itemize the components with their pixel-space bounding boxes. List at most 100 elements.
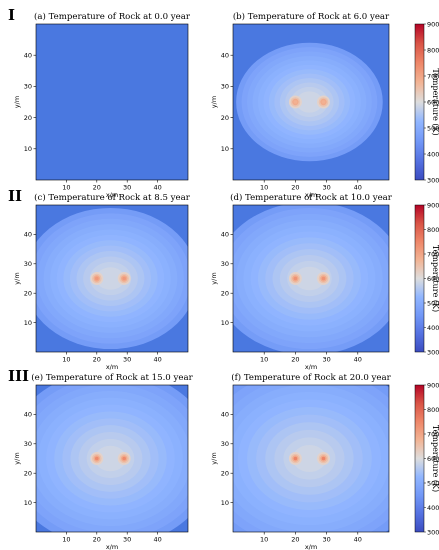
y-tick-label: 10 <box>24 319 32 327</box>
heatmap-panel-1: 10 20 30 40 10 20 30 40 x/m y/m (b) Temperature of… <box>210 11 390 199</box>
y-axis-label: y/m <box>13 452 21 464</box>
x-tick-label: 20 <box>93 536 101 544</box>
colorbar-label: Temperature (K) <box>431 425 439 492</box>
colorbar-tick-label: 400 <box>427 504 439 512</box>
y-tick-label: 40 <box>24 411 32 419</box>
y-tick-label: 20 <box>221 290 229 298</box>
x-tick-label: 20 <box>291 536 299 544</box>
colorbar-tick-label: 400 <box>427 150 439 158</box>
heat-source-2 <box>321 100 326 104</box>
y-axis-label: y/m <box>210 452 218 464</box>
panel-title: (b) Temperature of Rock at 6.0 year <box>233 11 390 22</box>
colorbar-1: 300 400 500 600 700 800 900 Temperature (K) <box>414 20 439 184</box>
y-tick-label: 20 <box>24 114 32 122</box>
x-axis-label: x/m <box>106 363 118 371</box>
heat-source-2 <box>122 276 126 281</box>
x-tick-label: 40 <box>354 184 362 192</box>
x-tick-label: 30 <box>322 356 330 364</box>
colorbar-tick-label: 800 <box>427 226 439 234</box>
x-tick-label: 40 <box>153 356 161 364</box>
y-tick-label: 30 <box>221 83 229 91</box>
x-axis-label: x/m <box>305 191 317 199</box>
y-tick-label: 20 <box>221 114 229 122</box>
axes-frame <box>35 384 189 533</box>
colorbar-gradient <box>414 384 425 533</box>
colorbar-tick-label: 700 <box>427 430 439 438</box>
y-tick-label: 10 <box>24 145 32 153</box>
colorbar-tick-label: 700 <box>427 250 439 258</box>
x-axis-label: x/m <box>305 543 317 550</box>
isotherm-contour <box>294 266 325 291</box>
panel-title: (d) Temperature of Rock at 10.0 year <box>230 192 393 203</box>
axes-frame <box>232 204 390 353</box>
y-axis-label: y/m <box>13 272 21 284</box>
heatmap-background <box>36 24 188 180</box>
panel-title: (c) Temperature of Rock at 8.5 year <box>34 192 191 203</box>
colorbar-tick-label: 500 <box>427 479 439 487</box>
x-tick-label: 20 <box>93 356 101 364</box>
x-tick-label: 30 <box>322 184 330 192</box>
panel-title: (e) Temperature of Rock at 15.0 year <box>31 372 193 383</box>
colorbar-tick-label: 900 <box>427 20 439 28</box>
y-tick-label: 40 <box>24 231 32 239</box>
y-tick-label: 10 <box>24 499 32 507</box>
heat-source-2 <box>321 276 326 281</box>
colorbar-tick-label: 300 <box>427 528 439 536</box>
x-tick-label: 20 <box>93 184 101 192</box>
colorbar-tick-label: 900 <box>427 201 439 209</box>
x-tick-label: 10 <box>62 184 70 192</box>
y-tick-label: 30 <box>24 260 32 268</box>
heat-source-1 <box>293 100 298 104</box>
colorbar-tick-label: 600 <box>427 275 439 283</box>
x-tick-label: 30 <box>123 184 131 192</box>
panel-title: (a) Temperature of Rock at 0.0 year <box>34 11 191 22</box>
y-tick-label: 40 <box>221 411 229 419</box>
isotherm-contour <box>96 267 125 290</box>
y-tick-label: 20 <box>221 470 229 478</box>
heat-source-2 <box>321 456 326 461</box>
row-label-1: I <box>8 6 15 24</box>
y-tick-label: 20 <box>24 290 32 298</box>
heat-source-1 <box>293 456 298 461</box>
isotherm-contour <box>94 445 127 472</box>
temperature-field <box>233 205 389 352</box>
temperature-field <box>233 385 389 532</box>
y-tick-label: 30 <box>24 83 32 91</box>
y-tick-label: 20 <box>24 470 32 478</box>
colorbar-tick-label: 500 <box>427 124 439 132</box>
heatmap-panel-2: 10 20 30 40 10 20 30 40 x/m y/m (c) Temperature of… <box>13 192 191 371</box>
colorbar-gradient <box>414 23 425 181</box>
x-tick-label: 40 <box>354 356 362 364</box>
colorbar-tick-label: 300 <box>427 176 439 184</box>
axes-frame <box>232 384 390 533</box>
y-tick-label: 10 <box>221 145 229 153</box>
axes-frame <box>35 204 189 353</box>
panel-title: (f) Temperature of Rock at 20.0 year <box>231 372 391 383</box>
colorbar-tick-label: 300 <box>427 348 439 356</box>
y-tick-label: 30 <box>221 440 229 448</box>
colorbar-tick-label: 900 <box>427 381 439 389</box>
axes-frame <box>232 23 390 181</box>
colorbar-tick-label: 700 <box>427 72 439 80</box>
x-tick-label: 10 <box>62 356 70 364</box>
colorbar-tick-label: 500 <box>427 299 439 307</box>
x-tick-label: 10 <box>62 536 70 544</box>
x-tick-label: 10 <box>260 356 268 364</box>
temperature-field <box>236 42 383 162</box>
y-tick-label: 10 <box>221 319 229 327</box>
isotherm-contour <box>292 445 327 472</box>
y-axis-label: y/m <box>13 96 21 108</box>
y-tick-label: 40 <box>221 52 229 60</box>
heatmap-panel-3: 10 20 30 40 10 20 30 40 x/m y/m (d) Temperature of… <box>210 192 393 371</box>
temperature-field <box>36 385 188 532</box>
colorbar-gradient <box>414 204 425 353</box>
y-tick-label: 40 <box>221 231 229 239</box>
x-tick-label: 20 <box>291 184 299 192</box>
heatmap-panel-5: 10 20 30 40 10 20 30 40 x/m y/m (f) Temperature of… <box>210 372 392 550</box>
x-tick-label: 40 <box>354 536 362 544</box>
x-tick-label: 10 <box>260 536 268 544</box>
colorbar-tick-label: 800 <box>427 406 439 414</box>
heat-source-1 <box>293 276 298 281</box>
colorbar-tick-label: 600 <box>427 98 439 106</box>
